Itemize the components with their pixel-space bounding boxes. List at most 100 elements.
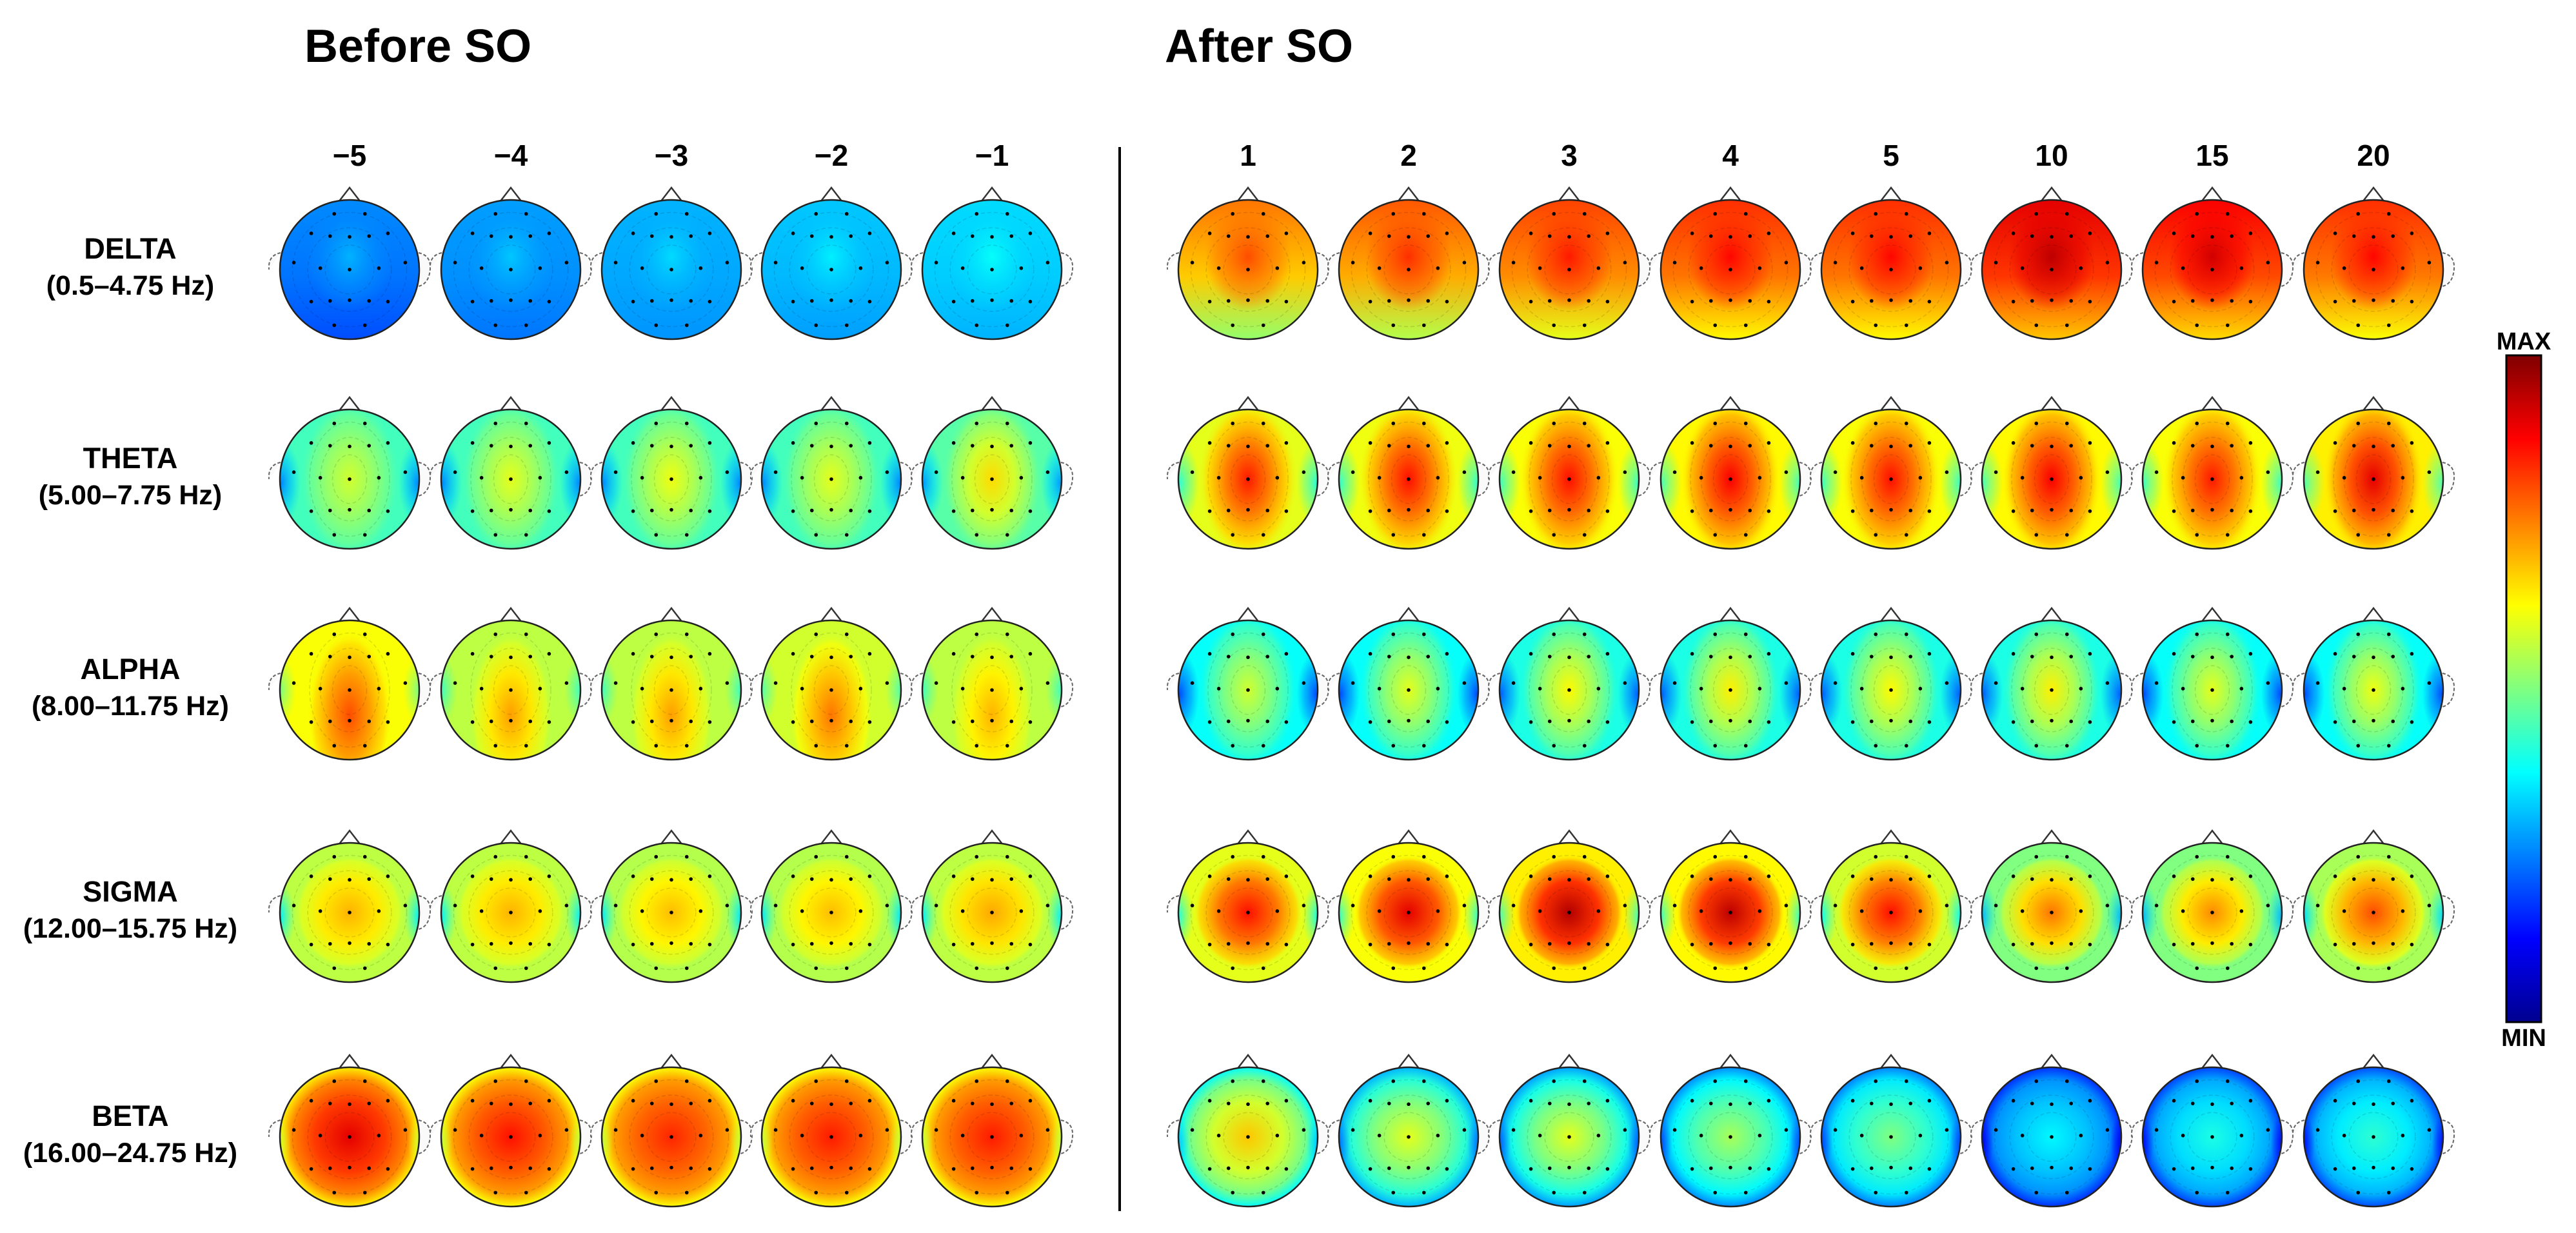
electrode-dot bbox=[1859, 1134, 1864, 1138]
electrode-dot bbox=[791, 232, 795, 235]
electrode-dot bbox=[2225, 1190, 2230, 1195]
electrode-dot bbox=[309, 232, 313, 235]
electrode-dot bbox=[528, 444, 533, 448]
electrode-dot bbox=[453, 903, 457, 907]
electrode-dot bbox=[1850, 942, 1855, 947]
head-ear bbox=[2292, 1120, 2305, 1138]
electrode-dot bbox=[951, 1167, 956, 1171]
electrode-dot bbox=[970, 234, 975, 238]
electrode-dot bbox=[885, 261, 889, 265]
electrode-dot bbox=[1904, 632, 1908, 636]
head-nose bbox=[2040, 829, 2063, 845]
electrode-dot bbox=[1005, 1190, 1009, 1195]
electrode-dot bbox=[1869, 299, 1874, 303]
electrode-dot bbox=[800, 1134, 804, 1138]
electrode-dot bbox=[1713, 323, 1718, 328]
electrode-dot bbox=[689, 299, 693, 303]
electrode-dot bbox=[1538, 266, 1542, 270]
electrode-dot bbox=[809, 942, 814, 946]
electrode-dot bbox=[1246, 718, 1250, 723]
electrode-dot bbox=[2069, 444, 2074, 448]
electrode-dot bbox=[2210, 655, 2214, 660]
electrode-dot bbox=[1284, 874, 1289, 878]
head-nose bbox=[820, 829, 843, 845]
electrode-dot bbox=[367, 1101, 372, 1105]
electrode-dot bbox=[1302, 261, 1306, 265]
electrode-dot bbox=[2105, 261, 2110, 265]
head-ear bbox=[910, 252, 924, 270]
electrode-dot bbox=[2333, 652, 2337, 656]
electrode-dot bbox=[1758, 476, 1762, 480]
head-ear bbox=[429, 1120, 442, 1138]
head-nose bbox=[1879, 1053, 1903, 1070]
electrode-dot bbox=[1391, 533, 1396, 537]
electrode-dot bbox=[2401, 909, 2405, 913]
electrode-dot bbox=[2386, 744, 2391, 748]
electrode-dot bbox=[2034, 966, 2039, 971]
electrode-dot bbox=[328, 719, 332, 724]
electrode-dot bbox=[1623, 1128, 1627, 1132]
electrode-dot bbox=[1028, 874, 1033, 878]
electrode-dot bbox=[2190, 234, 2195, 238]
electrode-dot bbox=[773, 903, 778, 907]
electrode-dot bbox=[1005, 632, 1009, 636]
head-nose bbox=[338, 1053, 361, 1070]
electrode-dot bbox=[2372, 298, 2375, 302]
electrode-dot bbox=[2034, 1079, 2039, 1083]
electrode-dot bbox=[1391, 1190, 1396, 1195]
head-nose bbox=[499, 606, 522, 623]
electrode-dot bbox=[1582, 533, 1587, 537]
electrode-dot bbox=[1699, 909, 1703, 913]
electrode-dot bbox=[2225, 421, 2230, 426]
head-ear bbox=[1799, 252, 1812, 287]
electrode-dot bbox=[1368, 509, 1372, 513]
band-range-label: (12.00–15.75 Hz) bbox=[23, 913, 237, 944]
head-nose bbox=[2201, 186, 2224, 202]
electrode-dot bbox=[2372, 268, 2375, 271]
electrode-dot bbox=[528, 1101, 533, 1105]
electrode-dot bbox=[489, 1101, 493, 1105]
electrode-dot bbox=[2333, 441, 2337, 445]
head-outline bbox=[760, 842, 902, 983]
electrode-dot bbox=[867, 299, 872, 304]
electrode-dot bbox=[509, 1102, 513, 1107]
electrode-dot bbox=[2195, 1190, 2199, 1195]
electrode-dot bbox=[2356, 323, 2361, 328]
electrode-dot bbox=[814, 323, 818, 328]
electrode-dot bbox=[489, 877, 493, 881]
electrode-dot bbox=[2356, 854, 2361, 859]
electrode-dot bbox=[470, 1099, 475, 1103]
electrode-dot bbox=[1407, 268, 1411, 271]
electrode-dot bbox=[2248, 652, 2253, 656]
head-nose bbox=[2040, 1053, 2063, 1070]
electrode-dot bbox=[990, 268, 994, 271]
electrode-dot bbox=[2034, 854, 2039, 859]
electrode-dot bbox=[2230, 444, 2234, 448]
electrode-dot bbox=[2210, 477, 2214, 481]
electrode-dot bbox=[669, 268, 673, 271]
electrode-dot bbox=[1231, 854, 1235, 859]
electrode-dot bbox=[1028, 441, 1033, 445]
head-ear bbox=[749, 1120, 763, 1138]
electrode-dot bbox=[1605, 299, 1610, 304]
topomap-after-sigma bbox=[1970, 829, 2134, 983]
electrode-dot bbox=[328, 877, 332, 881]
electrode-dot bbox=[309, 942, 313, 947]
electrode-dot bbox=[654, 632, 659, 636]
head-outline bbox=[600, 408, 742, 550]
electrode-dot bbox=[328, 508, 332, 513]
head-outline bbox=[600, 842, 742, 983]
topomap-before-alpha bbox=[429, 606, 593, 761]
electrode-dot bbox=[867, 720, 872, 724]
electrode-dot bbox=[1567, 655, 1571, 660]
head-ear bbox=[1327, 1120, 1340, 1138]
electrode-dot bbox=[2050, 688, 2054, 692]
electrode-dot bbox=[1231, 421, 1235, 426]
after-so-title: After SO bbox=[1165, 21, 1353, 72]
electrode-dot bbox=[2356, 966, 2361, 971]
electrode-dot bbox=[829, 235, 833, 239]
electrode-dot bbox=[493, 854, 498, 859]
electrode-dot bbox=[1231, 632, 1235, 636]
electrode-dot bbox=[2020, 266, 2025, 270]
head-nose bbox=[980, 395, 1004, 412]
